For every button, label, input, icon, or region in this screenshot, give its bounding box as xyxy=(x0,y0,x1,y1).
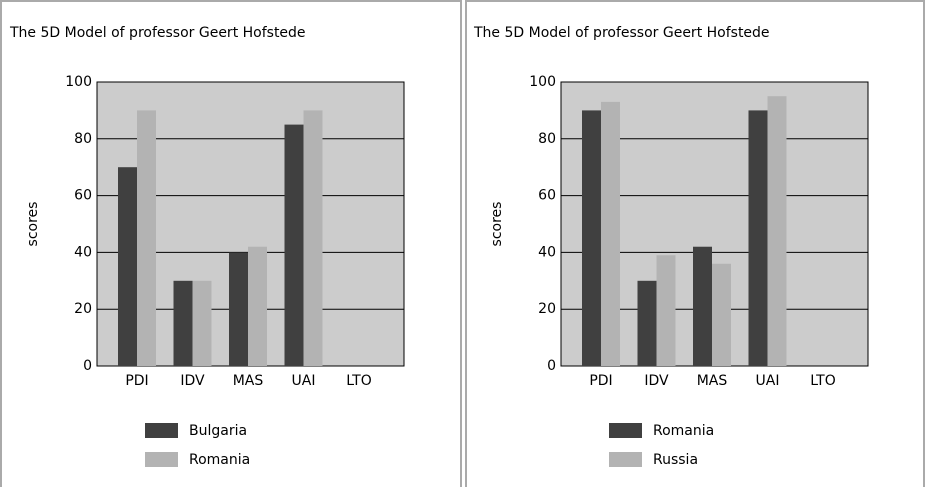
chart-title: The 5D Model of professor Geert Hofstede xyxy=(473,25,770,41)
legend-swatch xyxy=(609,423,642,438)
y-tick-label: 60 xyxy=(74,188,92,204)
y-tick-label: 20 xyxy=(538,301,556,317)
y-tick-label: 40 xyxy=(74,244,92,260)
legend-label: Russia xyxy=(653,452,698,468)
y-tick-label: 100 xyxy=(529,74,556,90)
bar xyxy=(693,246,712,366)
bar xyxy=(248,246,267,366)
legend-swatch xyxy=(609,452,642,467)
x-tick-label: LTO xyxy=(810,373,835,389)
y-axis-label: scores xyxy=(489,202,505,247)
bar xyxy=(229,252,248,366)
bar xyxy=(118,167,137,366)
bar xyxy=(712,263,731,366)
x-tick-label: PDI xyxy=(589,373,612,389)
bar xyxy=(601,101,620,366)
legend-swatch xyxy=(145,423,178,438)
legend-label: Romania xyxy=(189,452,250,468)
y-tick-label: 0 xyxy=(547,358,556,374)
x-tick-label: UAI xyxy=(756,373,780,389)
x-tick-label: PDI xyxy=(125,373,148,389)
x-tick-label: LTO xyxy=(346,373,371,389)
y-tick-label: 80 xyxy=(74,131,92,147)
legend-label: Bulgaria xyxy=(189,423,247,439)
bar xyxy=(637,280,657,366)
x-tick-label: IDV xyxy=(180,373,205,389)
bar xyxy=(192,280,212,366)
bar xyxy=(284,124,304,366)
y-tick-label: 40 xyxy=(538,244,556,260)
x-tick-label: UAI xyxy=(292,373,316,389)
bar xyxy=(173,280,193,366)
x-tick-label: IDV xyxy=(644,373,669,389)
bar xyxy=(137,110,156,367)
chart-title: The 5D Model of professor Geert Hofstede xyxy=(9,25,306,41)
y-axis-label: scores xyxy=(25,202,41,247)
y-tick-label: 0 xyxy=(83,358,92,374)
y-tick-label: 20 xyxy=(74,301,92,317)
bar xyxy=(582,110,601,367)
y-tick-label: 80 xyxy=(538,131,556,147)
bar xyxy=(656,255,676,366)
bar xyxy=(767,96,787,366)
panel-border xyxy=(0,0,462,487)
bar xyxy=(303,110,323,367)
x-tick-label: MAS xyxy=(697,373,728,389)
legend-label: Romania xyxy=(653,423,714,439)
legend-swatch xyxy=(145,452,178,467)
y-tick-label: 100 xyxy=(65,74,92,90)
panel-border xyxy=(465,0,925,487)
y-tick-label: 60 xyxy=(538,188,556,204)
x-tick-label: MAS xyxy=(233,373,264,389)
bar xyxy=(748,110,768,367)
